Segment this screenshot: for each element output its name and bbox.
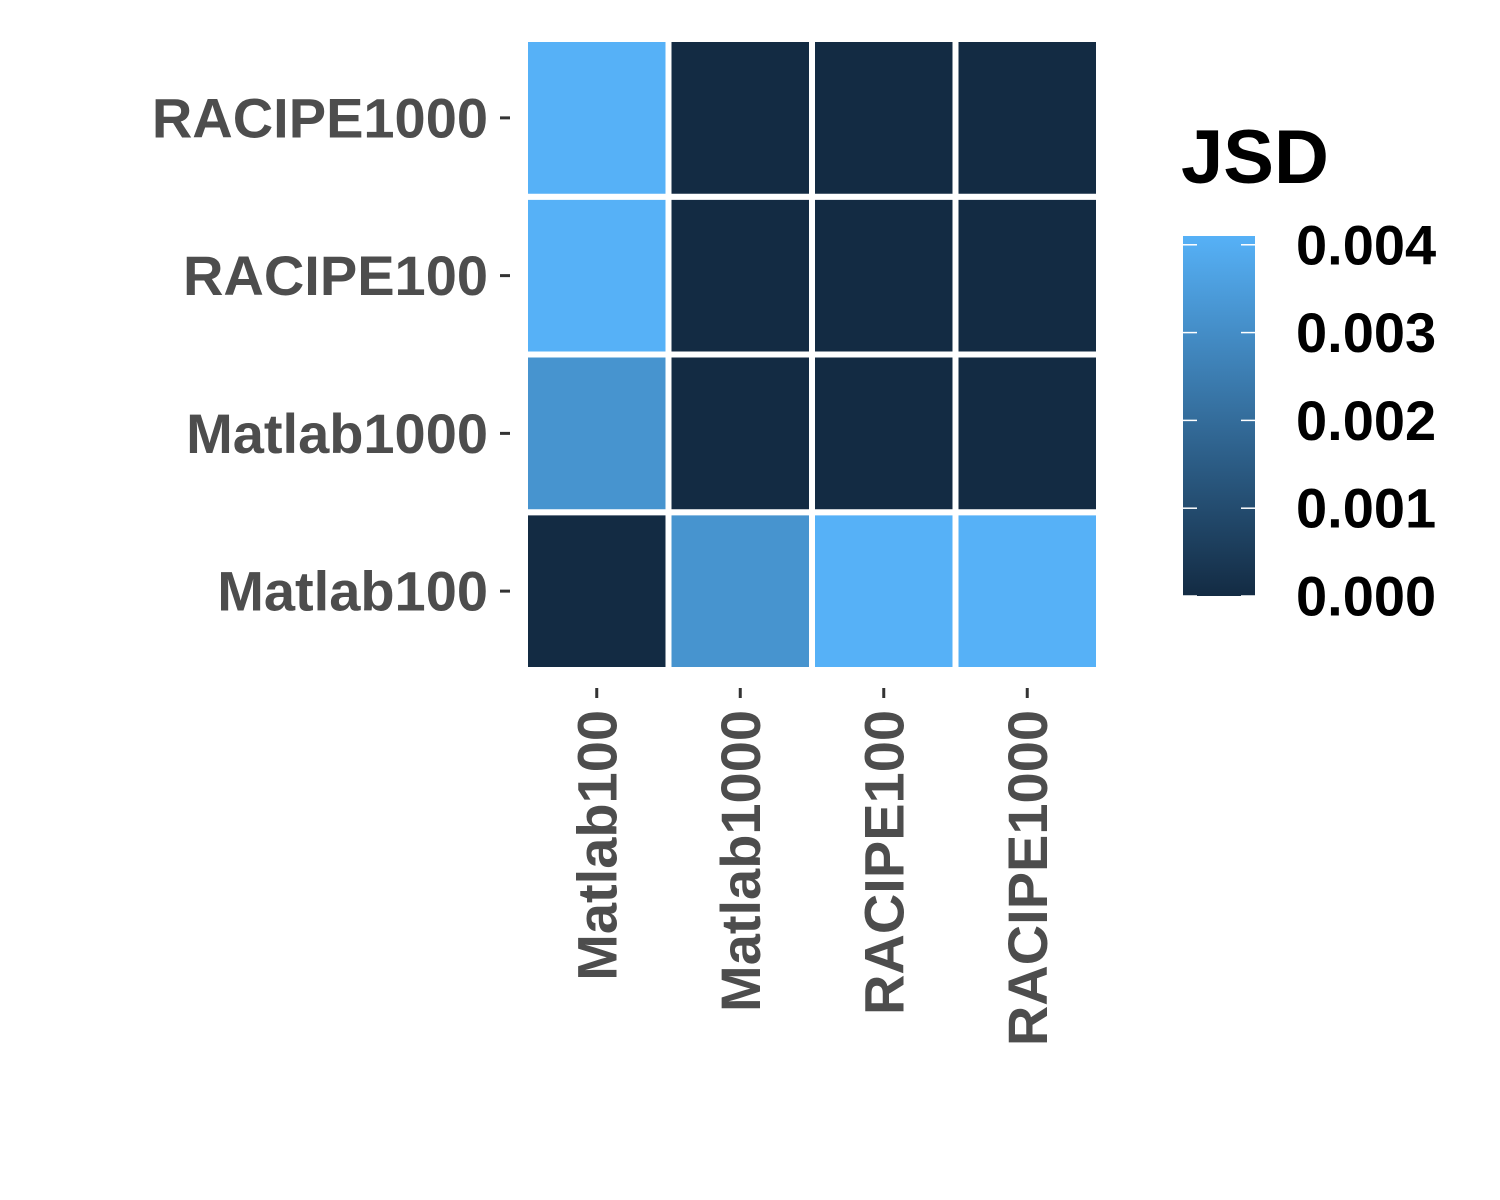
color-legend: JSD 0.000 0.001 0.002 0.003 0.004 xyxy=(1181,115,1436,628)
heatmap-cell-RACIPE100-Matlab1000 xyxy=(665,193,815,358)
x-tick-label: RACIPE1000 xyxy=(996,710,1059,1046)
x-tick-label: Matlab100 xyxy=(565,710,628,981)
heatmap-cell-Matlab100-Matlab1000 xyxy=(665,509,815,673)
heatmap-cell-RACIPE1000-RACIPE1000 xyxy=(952,36,1102,200)
heatmap-cell-Matlab1000-RACIPE1000 xyxy=(952,351,1102,516)
heatmap-cell-RACIPE1000-RACIPE100 xyxy=(809,36,959,200)
heatmap-cell-RACIPE100-Matlab100 xyxy=(522,193,672,358)
heatmap-cells xyxy=(522,36,1102,673)
legend-colorbar xyxy=(1183,236,1255,596)
x-tick-label: Matlab1000 xyxy=(709,710,772,1012)
heatmap-cell-Matlab1000-Matlab1000 xyxy=(665,351,815,516)
legend-tick-label: 0.001 xyxy=(1296,477,1436,540)
legend-tick-label: 0.004 xyxy=(1296,213,1436,276)
heatmap-cell-Matlab1000-Matlab100 xyxy=(522,351,672,516)
legend-tick-label: 0.000 xyxy=(1296,565,1436,628)
heatmap-cell-RACIPE1000-Matlab100 xyxy=(522,36,672,200)
legend-tick-label: 0.002 xyxy=(1296,389,1436,452)
y-axis: Matlab100 Matlab1000 RACIPE100 RACIPE1000 xyxy=(152,86,510,623)
legend-ticks: 0.000 0.001 0.002 0.003 0.004 xyxy=(1183,213,1436,628)
x-axis: Matlab100 Matlab1000 RACIPE100 RACIPE1000 xyxy=(565,688,1059,1046)
heatmap-cell-Matlab100-Matlab100 xyxy=(522,509,672,673)
heatmap-cell-RACIPE100-RACIPE100 xyxy=(809,193,959,358)
y-tick-label: Matlab100 xyxy=(217,560,488,623)
heatmap-cell-Matlab1000-RACIPE100 xyxy=(809,351,959,516)
legend-title: JSD xyxy=(1181,115,1329,200)
x-tick-label: RACIPE100 xyxy=(852,710,915,1015)
heatmap-cell-Matlab100-RACIPE1000 xyxy=(952,509,1102,673)
legend-tick-label: 0.003 xyxy=(1296,301,1436,364)
heatmap-cell-Matlab100-RACIPE100 xyxy=(809,509,959,673)
heatmap-cell-RACIPE100-RACIPE1000 xyxy=(952,193,1102,358)
y-tick-label: RACIPE1000 xyxy=(152,86,488,149)
y-tick-label: Matlab1000 xyxy=(186,402,488,465)
heatmap-cell-RACIPE1000-Matlab1000 xyxy=(665,36,815,200)
y-tick-label: RACIPE100 xyxy=(183,244,488,307)
